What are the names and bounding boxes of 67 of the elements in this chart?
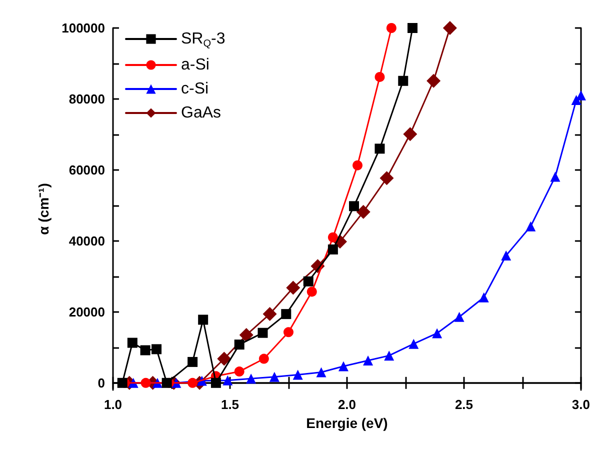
point (426, 74, 441, 88)
point (386, 23, 396, 33)
y-tick-label: 80000 (68, 91, 105, 106)
point (281, 309, 292, 320)
point (398, 76, 408, 86)
point (363, 356, 374, 366)
point (239, 328, 254, 342)
y-axis-title: α (cm⁻¹) (36, 183, 52, 235)
point (526, 221, 536, 232)
point (432, 328, 442, 338)
point (162, 378, 172, 388)
point (352, 160, 363, 170)
point (356, 204, 370, 219)
y-tick-label: 40000 (68, 233, 105, 248)
point (292, 370, 303, 380)
x-tick-label: 1.0 (104, 397, 122, 412)
point (408, 338, 419, 349)
point (550, 172, 560, 182)
point (234, 340, 244, 350)
point (478, 292, 489, 302)
point (262, 307, 277, 322)
point (140, 345, 150, 356)
point (188, 378, 198, 388)
point (217, 352, 232, 366)
point (407, 23, 418, 33)
x-tick-label: 2.0 (338, 397, 356, 412)
y-tick-label: 60000 (68, 162, 105, 178)
x-tick-label: 3.0 (572, 397, 590, 412)
point (374, 72, 385, 82)
x-tick-label: 1.5 (220, 397, 240, 412)
point (501, 250, 512, 260)
point (210, 378, 221, 388)
x-axis-title: Energie (eV) (306, 415, 388, 431)
point (246, 374, 256, 384)
point (328, 244, 338, 254)
point (338, 361, 348, 372)
point (127, 338, 138, 348)
point (198, 314, 208, 325)
x-tick-label: 2.5 (454, 397, 474, 412)
point (117, 378, 128, 388)
point (283, 327, 294, 338)
point (316, 367, 326, 378)
point (349, 201, 359, 212)
point (442, 21, 457, 35)
point (328, 232, 338, 242)
point (303, 276, 314, 286)
point (222, 375, 233, 386)
point (234, 366, 244, 377)
y-tick-label: 20000 (68, 304, 105, 320)
point (374, 144, 385, 154)
point (258, 354, 269, 364)
point (269, 372, 280, 382)
point (188, 356, 198, 367)
point (454, 312, 464, 322)
point (384, 350, 394, 361)
point (306, 286, 317, 297)
point (258, 328, 268, 338)
y-tick-label: 0 (98, 375, 105, 390)
y-tick-label: 100000 (62, 20, 105, 36)
legend-label: GaAs (181, 104, 222, 122)
point (140, 378, 151, 388)
legend-label: c-Si (181, 80, 209, 98)
point (403, 127, 418, 142)
point (380, 171, 394, 186)
legend-label: a-Si (181, 56, 210, 74)
point (286, 280, 300, 295)
point (152, 344, 162, 354)
